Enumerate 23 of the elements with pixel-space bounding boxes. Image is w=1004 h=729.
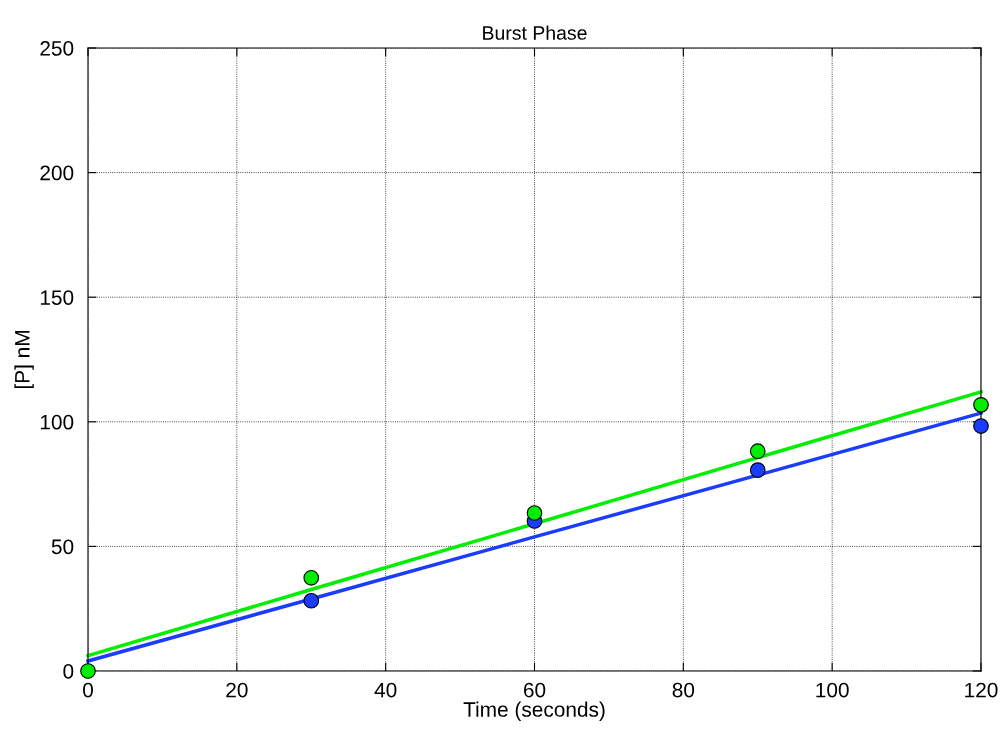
x-tick-label: 0 bbox=[83, 682, 93, 698]
y-axis-title: [P] nM bbox=[14, 331, 34, 389]
point bbox=[749, 443, 766, 460]
y-tick-label: 250 bbox=[40, 41, 74, 56]
y-tick-label: 100 bbox=[40, 414, 74, 430]
y-tick-label: 150 bbox=[40, 290, 74, 305]
x-tick-label: 40 bbox=[374, 682, 397, 698]
point bbox=[526, 505, 543, 521]
x-axis-title: Time (seconds) bbox=[463, 701, 605, 721]
y-tick-label: 0 bbox=[63, 664, 74, 679]
point bbox=[973, 397, 989, 413]
x-tick-label: 60 bbox=[523, 682, 546, 698]
point bbox=[973, 418, 989, 434]
point bbox=[303, 569, 320, 586]
y-tick-label: 200 bbox=[40, 165, 74, 181]
point bbox=[303, 592, 320, 609]
x-tick-label: 120 bbox=[965, 682, 998, 698]
chart-title: Burst Phase bbox=[483, 25, 587, 40]
x-tick-label: 20 bbox=[226, 682, 248, 698]
point bbox=[749, 462, 766, 478]
y-tick-label: 50 bbox=[51, 539, 74, 555]
x-tick-label: 80 bbox=[672, 682, 695, 698]
x-tick-label: 100 bbox=[816, 682, 849, 698]
